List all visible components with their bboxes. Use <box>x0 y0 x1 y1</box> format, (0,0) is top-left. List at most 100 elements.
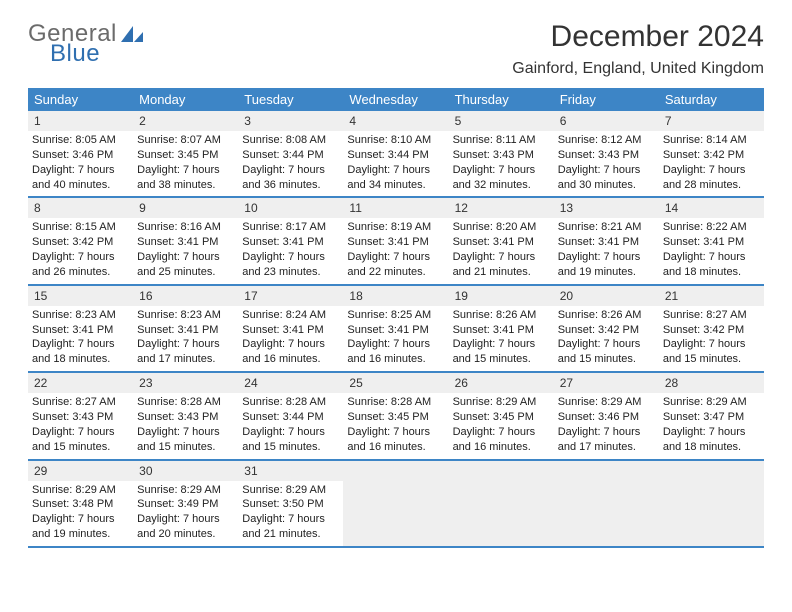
day-body: Sunrise: 8:15 AMSunset: 3:42 PMDaylight:… <box>28 218 133 283</box>
week-row: 15Sunrise: 8:23 AMSunset: 3:41 PMDayligh… <box>28 286 764 373</box>
day-cell: 30Sunrise: 8:29 AMSunset: 3:49 PMDayligh… <box>133 461 238 546</box>
daylight-text: Daylight: 7 hours and 19 minutes. <box>558 250 655 280</box>
day-cell: 21Sunrise: 8:27 AMSunset: 3:42 PMDayligh… <box>659 286 764 371</box>
header: General Blue December 2024 Gainford, Eng… <box>28 20 764 78</box>
day-number: 5 <box>449 111 554 131</box>
day-cell: 11Sunrise: 8:19 AMSunset: 3:41 PMDayligh… <box>343 198 448 283</box>
week-row: 29 Sunrise: 8:29 AMSunset: 3:48 PM Dayligh… <box>28 461 764 548</box>
day-body: Sunrise: 8:28 AMSunset: 3:45 PMDaylight:… <box>343 393 448 458</box>
day-cell: 15Sunrise: 8:23 AMSunset: 3:41 PMDayligh… <box>28 286 133 371</box>
day-cell-empty <box>449 461 554 546</box>
dow-thursday: Thursday <box>449 88 554 111</box>
daylight-text: Daylight: 7 hours and 18 minutes. <box>32 337 129 367</box>
sunset-text: Sunset: 3:41 PM <box>242 235 339 250</box>
sunrise-text: Sunrise: 8:15 AM <box>32 220 129 235</box>
sunrise-text: Sunrise: 8:24 AM <box>242 308 339 323</box>
sunrise-text: Sunrise: 8:22 AM <box>663 220 760 235</box>
sunset-text: Sunset: 3:49 PM <box>137 497 234 512</box>
sunset-text: Sunset: 3:48 PM <box>32 497 129 512</box>
daylight-text: Daylight: 7 hours and 15 minutes. <box>558 337 655 367</box>
daylight-text: Daylight: 7 hours and 16 minutes. <box>347 337 444 367</box>
day-number: 9 <box>133 198 238 218</box>
daylight-text: Daylight: 7 hours and 38 minutes. <box>137 163 234 193</box>
sunset-text: Sunset: 3:42 PM <box>558 323 655 338</box>
day-body: Sunrise: 8:29 AMSunset: 3:46 PMDaylight:… <box>554 393 659 458</box>
day-cell: 1Sunrise: 8:05 AMSunset: 3:46 PMDaylight… <box>28 111 133 196</box>
day-body: Sunrise: 8:27 AMSunset: 3:42 PMDaylight:… <box>659 306 764 371</box>
daylight-text: Daylight: 7 hours and 17 minutes. <box>558 425 655 455</box>
calendar: Sunday Monday Tuesday Wednesday Thursday… <box>28 88 764 548</box>
day-body: Sunrise: 8:27 AMSunset: 3:43 PMDaylight:… <box>28 393 133 458</box>
day-cell: 9Sunrise: 8:16 AMSunset: 3:41 PMDaylight… <box>133 198 238 283</box>
day-body: Sunrise: 8:29 AMSunset: 3:50 PMDaylight:… <box>238 481 343 546</box>
sunrise-text: Sunrise: 8:14 AM <box>663 133 760 148</box>
day-body: Sunrise: 8:29 AMSunset: 3:47 PMDaylight:… <box>659 393 764 458</box>
weeks-container: 1Sunrise: 8:05 AMSunset: 3:46 PMDaylight… <box>28 111 764 548</box>
day-number: 22 <box>28 373 133 393</box>
day-number: 13 <box>554 198 659 218</box>
sunrise-text: Sunrise: 8:23 AM <box>32 308 129 323</box>
day-number: 14 <box>659 198 764 218</box>
day-cell: 26Sunrise: 8:29 AMSunset: 3:45 PMDayligh… <box>449 373 554 458</box>
day-number: 24 <box>238 373 343 393</box>
daylight-text: Daylight: 7 hours and 20 minutes. <box>137 512 234 542</box>
day-number: 20 <box>554 286 659 306</box>
day-body: Sunrise: 8:11 AMSunset: 3:43 PMDaylight:… <box>449 131 554 196</box>
sunrise-text: Sunrise: 8:29 AM <box>558 395 655 410</box>
day-cell: 12Sunrise: 8:20 AMSunset: 3:41 PMDayligh… <box>449 198 554 283</box>
day-number: 2 <box>133 111 238 131</box>
sunset-text: Sunset: 3:45 PM <box>347 410 444 425</box>
sunrise-text: Sunrise: 8:19 AM <box>347 220 444 235</box>
day-cell-empty <box>659 461 764 546</box>
day-cell: 14Sunrise: 8:22 AMSunset: 3:41 PMDayligh… <box>659 198 764 283</box>
day-cell: 22Sunrise: 8:27 AMSunset: 3:43 PMDayligh… <box>28 373 133 458</box>
day-body: Sunrise: 8:21 AMSunset: 3:41 PMDaylight:… <box>554 218 659 283</box>
daylight-text: Daylight: 7 hours and 16 minutes. <box>453 425 550 455</box>
day-body: Sunrise: 8:12 AMSunset: 3:43 PMDaylight:… <box>554 131 659 196</box>
sunset-text: Sunset: 3:45 PM <box>137 148 234 163</box>
daylight-text: Daylight: 7 hours and 28 minutes. <box>663 163 760 193</box>
sunset-text: Sunset: 3:44 PM <box>242 148 339 163</box>
day-cell: 24Sunrise: 8:28 AMSunset: 3:44 PMDayligh… <box>238 373 343 458</box>
day-body: Sunrise: 8:19 AMSunset: 3:41 PMDaylight:… <box>343 218 448 283</box>
sunset-text: Sunset: 3:43 PM <box>453 148 550 163</box>
daylight-text: Daylight: 7 hours and 26 minutes. <box>32 250 129 280</box>
daylight-text: Daylight: 7 hours and 32 minutes. <box>453 163 550 193</box>
sunrise-text: Sunrise: 8:27 AM <box>32 395 129 410</box>
day-number: 23 <box>133 373 238 393</box>
sunrise-text: Sunrise: 8:10 AM <box>347 133 444 148</box>
day-number: 29 <box>28 461 133 481</box>
sunset-text: Sunset: 3:41 PM <box>137 323 234 338</box>
day-body: Sunrise: 8:26 AMSunset: 3:41 PMDaylight:… <box>449 306 554 371</box>
daylight-text: Daylight: 7 hours and 17 minutes. <box>137 337 234 367</box>
sunrise-text: Sunrise: 8:21 AM <box>558 220 655 235</box>
day-number: 26 <box>449 373 554 393</box>
day-number: 18 <box>343 286 448 306</box>
day-body: Sunrise: 8:23 AMSunset: 3:41 PMDaylight:… <box>133 306 238 371</box>
sunset-text: Sunset: 3:41 PM <box>453 323 550 338</box>
day-cell: 3Sunrise: 8:08 AMSunset: 3:44 PMDaylight… <box>238 111 343 196</box>
sunset-text: Sunset: 3:44 PM <box>347 148 444 163</box>
dow-monday: Monday <box>133 88 238 111</box>
day-cell: 7Sunrise: 8:14 AMSunset: 3:42 PMDaylight… <box>659 111 764 196</box>
day-cell: 4Sunrise: 8:10 AMSunset: 3:44 PMDaylight… <box>343 111 448 196</box>
logo-sail-icon <box>119 24 145 44</box>
day-cell: 16Sunrise: 8:23 AMSunset: 3:41 PMDayligh… <box>133 286 238 371</box>
day-body: Sunrise: 8:08 AMSunset: 3:44 PMDaylight:… <box>238 131 343 196</box>
sunset-text: Sunset: 3:42 PM <box>663 323 760 338</box>
day-body: Sunrise: 8:29 AMSunset: 3:45 PMDaylight:… <box>449 393 554 458</box>
day-cell: 31Sunrise: 8:29 AMSunset: 3:50 PMDayligh… <box>238 461 343 546</box>
day-cell: 27Sunrise: 8:29 AMSunset: 3:46 PMDayligh… <box>554 373 659 458</box>
sunrise-text: Sunrise: 8:29 AM <box>32 483 129 498</box>
day-number: 27 <box>554 373 659 393</box>
sunset-text: Sunset: 3:41 PM <box>242 323 339 338</box>
sunrise-text: Sunrise: 8:26 AM <box>453 308 550 323</box>
day-cell: 8Sunrise: 8:15 AMSunset: 3:42 PMDaylight… <box>28 198 133 283</box>
day-cell: 29Sunrise: 8:29 AMSunset: 3:48 PMDayligh… <box>28 461 133 546</box>
day-number: 12 <box>449 198 554 218</box>
day-number: 10 <box>238 198 343 218</box>
day-body: Sunrise: 8:25 AMSunset: 3:41 PMDaylight:… <box>343 306 448 371</box>
daylight-text: Daylight: 7 hours and 15 minutes. <box>453 337 550 367</box>
day-number: 3 <box>238 111 343 131</box>
day-body: Sunrise: 8:29 AMSunset: 3:49 PMDaylight:… <box>133 481 238 546</box>
